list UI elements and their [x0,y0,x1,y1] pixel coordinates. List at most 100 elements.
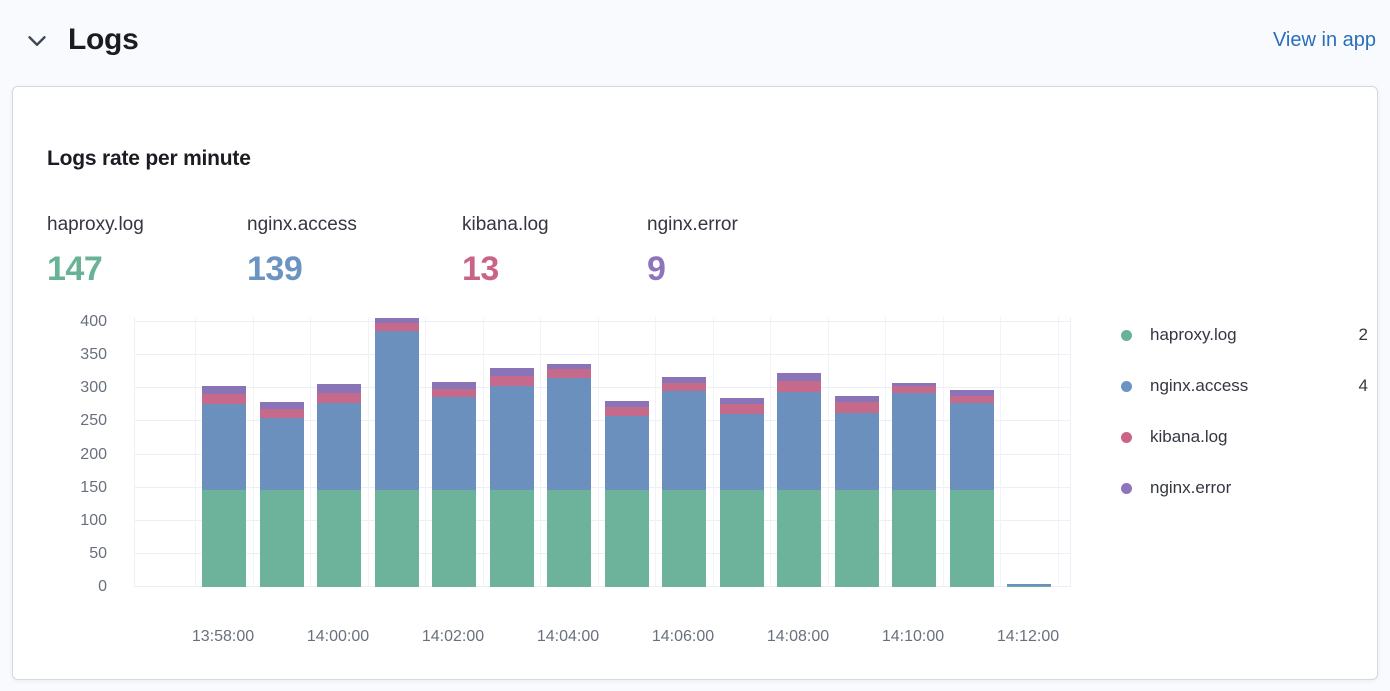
stacked-bar-14:00:00[interactable] [317,383,361,587]
gridline [1057,317,1059,587]
logs-rate-panel: Logs rate per minute haproxy.log 147 ngi… [12,86,1378,680]
bar-segment-haproxy.log [489,489,534,587]
bar-segment-haproxy.log [547,489,591,587]
y-tick-label: 250 [80,412,107,430]
gridline [540,317,542,587]
stacked-bar-14:01:00[interactable] [374,318,419,587]
stacked-bar-14:06:00[interactable] [662,377,706,587]
bar-segment-kibana.log [834,402,879,413]
legend-dot [1121,482,1132,494]
metric-haproxy-log: haproxy.log 147 [47,213,247,289]
bar-segment-nginx.error [892,382,936,387]
bar-segment-nginx.access [317,402,361,490]
bar-segment-nginx.access [547,377,591,490]
bar-segment-nginx.error [547,363,591,370]
bar-segment-nginx.access [892,392,936,490]
stacked-bar-13:59:00[interactable] [259,401,304,587]
metrics-row: haproxy.log 147 nginx.access 139 kibana.… [47,213,1343,289]
stacked-bar-14:09:00[interactable] [834,395,879,587]
bar-segment-haproxy.log [259,489,304,587]
metric-label: kibana.log [462,214,549,235]
y-axis: 0 50 100 150 200 250 300 350 400 [47,313,107,595]
chart-area: 0 50 100 150 200 250 300 350 400 haproxy.log 2 n… [47,313,1377,595]
bar-segment-kibana.log [374,322,419,332]
section-header: Logs View in app [0,0,1390,86]
x-tick-label: 14:04:00 [536,628,600,645]
bar-segment-kibana.log [719,403,764,415]
gridline [135,354,1070,356]
stacked-bar-14:04:00[interactable] [547,363,591,587]
x-tick-label: 14:06:00 [651,628,715,645]
stacked-bar-14:03:00[interactable] [489,367,534,587]
chart-legend: haproxy.log 2 nginx.access 4 kibana.log … [1121,317,1368,587]
legend-dot [1121,329,1132,341]
chevron-down-icon [25,29,49,56]
bar-segment-kibana.log [489,376,534,387]
section-title: Logs [68,23,139,56]
bar-segment-kibana.log [604,406,649,417]
bar-segment-nginx.error [259,401,304,410]
bar-segment-nginx.access [719,414,764,490]
bar-segment-nginx.access [259,418,304,490]
y-tick-label: 0 [98,578,107,595]
bar-segment-kibana.log [317,392,361,403]
bar-segment-nginx.access [834,412,879,490]
bar-segment-nginx.access [1007,583,1051,587]
legend-item-nginx-error[interactable]: nginx.error [1121,478,1368,498]
stacked-bar-plot[interactable] [134,317,1071,587]
bar-segment-nginx.access [604,416,649,490]
bar-segment-haproxy.log [949,489,994,587]
gridline [252,317,254,587]
stacked-bar-14:07:00[interactable] [719,398,764,587]
bar-segment-nginx.access [489,386,534,490]
bar-segment-nginx.access [374,331,419,490]
bar-segment-nginx.error [662,377,706,383]
bar-segment-haproxy.log [892,489,936,587]
y-tick-label: 200 [80,445,107,463]
bar-segment-haproxy.log [834,489,879,587]
legend-dot [1121,431,1132,443]
legend-dot [1121,380,1132,392]
bar-segment-nginx.error [834,395,879,403]
legend-item-haproxy-log[interactable]: haproxy.log 2 [1121,325,1368,345]
gridline [482,317,484,587]
gridline [195,317,197,587]
metric-value: 9 [647,250,666,288]
legend-item-kibana-log[interactable]: kibana.log [1121,427,1368,447]
panel-title: Logs rate per minute [47,147,251,170]
bar-segment-haproxy.log [202,489,246,587]
gridline [135,486,1070,488]
gridline [367,317,369,587]
bar-segment-haproxy.log [662,489,706,587]
gridline [885,317,887,587]
metric-label: nginx.error [647,214,738,235]
bar-segment-nginx.error [949,390,994,396]
bar-segment-haproxy.log [1007,586,1051,587]
y-tick-label: 50 [89,544,107,562]
stacked-bar-14:12:00[interactable] [1007,583,1051,587]
bar-segment-haproxy.log [719,489,764,587]
stacked-bar-14:08:00[interactable] [777,373,821,587]
bar-segment-nginx.error [432,382,476,389]
stacked-bar-14:10:00[interactable] [892,382,936,587]
stacked-bar-14:02:00[interactable] [432,382,476,587]
bar-segment-kibana.log [949,395,994,403]
stacked-bar-14:05:00[interactable] [604,400,649,587]
y-tick-label: 400 [80,313,107,330]
bar-segment-nginx.error [719,398,764,404]
stacked-bar-13:58:00[interactable] [202,386,246,587]
legend-value: 4 [1358,376,1368,395]
stacked-bar-14:11:00[interactable] [949,390,994,587]
metric-nginx-error: nginx.error 9 [647,213,738,289]
gridline [135,552,1070,554]
x-tick-label: 14:08:00 [766,628,830,645]
legend-item-nginx-access[interactable]: nginx.access 4 [1121,376,1368,396]
gridline [310,317,312,587]
gridline [135,586,1070,587]
gridline [135,387,1070,389]
bar-segment-haproxy.log [374,489,419,587]
view-in-app-link[interactable]: View in app [1272,28,1376,51]
collapse-section-button[interactable] [24,29,50,55]
bar-segment-nginx.error [202,386,246,395]
legend-label: kibana.log [1150,427,1228,446]
